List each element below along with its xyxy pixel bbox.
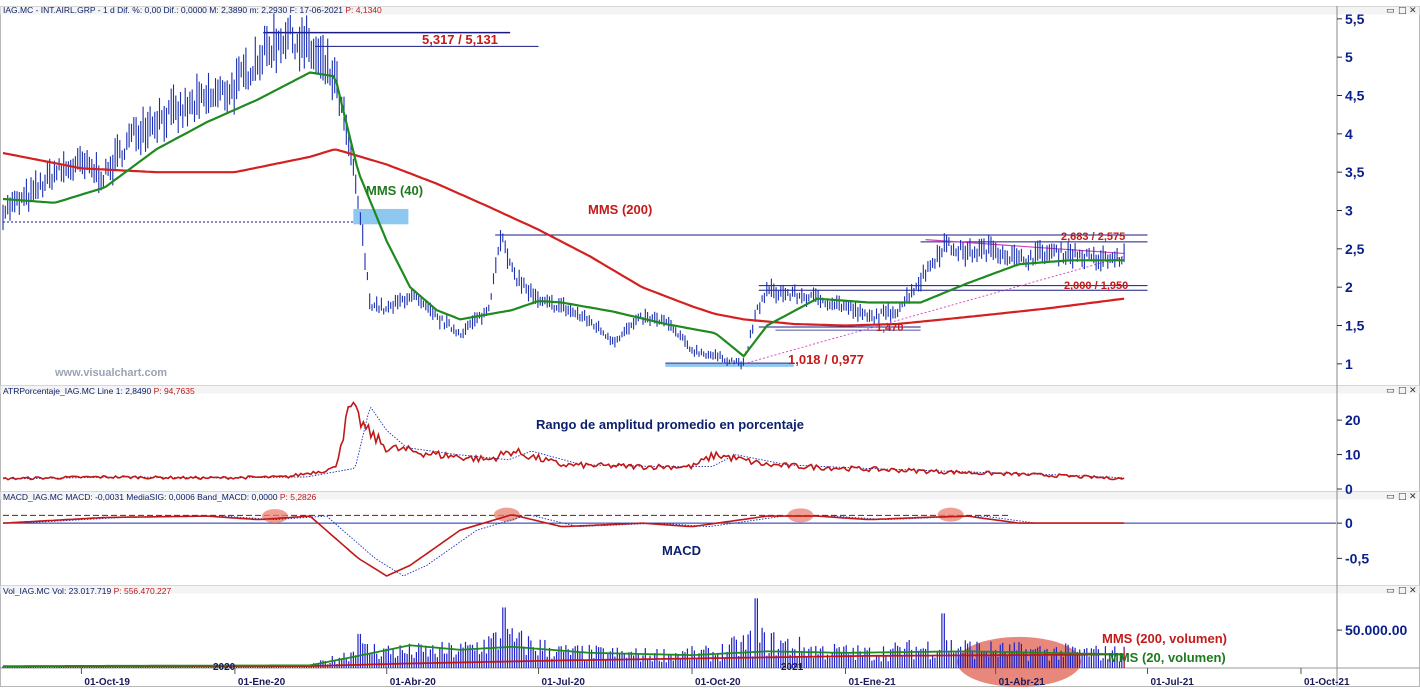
header-part: P: 556.470.227: [111, 586, 171, 596]
minimize-icon[interactable]: ▭: [1386, 386, 1395, 396]
x-tick-label: 01-Ene-21: [849, 677, 897, 688]
watermark: www.visualchart.com: [54, 367, 167, 379]
price-guide-lines: [3, 31, 1148, 365]
header-part: P: 5,2826: [277, 492, 316, 502]
maximize-icon[interactable]: □: [1398, 386, 1407, 396]
y-tick-label: 2: [1345, 279, 1353, 295]
price-bars: [2, 13, 1125, 370]
macd-panel-header: MACD_IAG.MC MACD: -0,0031 MediaSIG: 0,00…: [3, 492, 317, 502]
close-icon[interactable]: ✕: [1409, 386, 1417, 396]
price-highlights: [353, 208, 794, 367]
atr-panel-header: ATRPorcentaje_IAG.MC Line 1: 2,8490 P: 9…: [3, 386, 195, 396]
maximize-icon[interactable]: □: [1398, 6, 1407, 16]
y-tick-label: 0: [1345, 481, 1353, 497]
close-icon[interactable]: ✕: [1409, 6, 1417, 16]
panel-header-bar: [0, 585, 1420, 594]
y-tick-label: -0,5: [1345, 550, 1369, 566]
header-part: P: 4,1340: [343, 5, 382, 15]
panel-header-bar: [0, 6, 1420, 15]
annotation-bottom: 1,018 / 0,977: [788, 352, 864, 367]
atr-window-controls[interactable]: ▭ □ ✕: [1386, 386, 1417, 396]
minimize-icon[interactable]: ▭: [1386, 492, 1395, 502]
close-icon[interactable]: ✕: [1409, 586, 1417, 596]
price-moving-averages: [2, 71, 1125, 358]
triangle-resistance-magenta: [925, 239, 1125, 255]
highlight-gap-zone: [353, 208, 409, 225]
minimize-icon[interactable]: ▭: [1386, 6, 1395, 16]
y-tick-label: 3,5: [1345, 164, 1365, 180]
header-part: MACD_IAG.MC MACD: -0,0031 MediaSIG: 0,00…: [3, 492, 278, 502]
x-tick-label: 01-Jul-21: [1150, 677, 1194, 688]
y-tick-label: 3: [1345, 203, 1353, 219]
annotation-mms200: MMS (200): [588, 202, 652, 217]
header-part: Vol_IAG.MC Vol: 23.017.719: [3, 586, 111, 596]
annotation-vol-mms20: MMS (20, volumen): [1108, 650, 1226, 665]
macd-line: [2, 514, 1125, 577]
y-tick-label: 2,5: [1345, 241, 1365, 257]
annotation-vol-mms200: MMS (200, volumen): [1102, 631, 1227, 646]
vol-mms20-line: [3, 644, 1125, 667]
macd-lines: [2, 507, 1336, 577]
y-tick-label: 1: [1345, 356, 1353, 372]
atr-line: [2, 401, 1125, 481]
x-tick-label: 01-Jul-20: [542, 677, 586, 688]
y-tick-label: 10: [1345, 447, 1361, 463]
triangle-support-dashed: [743, 256, 1125, 365]
panel-header-bar: [0, 491, 1420, 500]
y-tick-label: 20: [1345, 412, 1361, 428]
atr-y-axis: 20 10 0: [1337, 412, 1361, 497]
volume-moving-averages: [3, 644, 1125, 668]
y-tick-label: 5,5: [1345, 11, 1365, 27]
x-tick-label: 01-Oct-20: [695, 677, 741, 688]
year-marker-2021: 2021: [781, 662, 804, 673]
x-tick-label: 01-Oct-19: [84, 677, 130, 688]
y-tick-label: 4: [1345, 126, 1353, 142]
x-tick-label: 01-Oct-21: [1304, 677, 1350, 688]
header-part: IAG.MC - INT.AIRL.GRP - 1 d Dif. %: 0,00…: [3, 5, 343, 15]
maximize-icon[interactable]: □: [1398, 586, 1407, 596]
volume-y-axis: 50.000.00: [1337, 622, 1407, 638]
mms200-line: [2, 148, 1125, 327]
price-y-axis: 5,5 5 4,5 4 3,5 3 2,5 2 1,5 1: [1337, 11, 1365, 372]
annotation-resistance-top: 5,317 / 5,131: [422, 32, 498, 47]
close-icon[interactable]: ✕: [1409, 492, 1417, 502]
year-marker-2020: 2020: [213, 662, 236, 673]
annotation-mms40: MMS (40): [366, 183, 423, 198]
annotation-atr-title: Rango de amplitud promedio en porcentaje: [536, 417, 804, 432]
annotation-low-mid: 1,470: [876, 322, 904, 334]
atr-lines: [2, 401, 1125, 481]
annotation-macd-title: MACD: [662, 543, 701, 558]
x-tick-label: 01-Abr-20: [390, 677, 437, 688]
price-window-controls[interactable]: ▭ □ ✕: [1386, 6, 1417, 16]
y-tick-label: 1,5: [1345, 318, 1365, 334]
volume-window-controls[interactable]: ▭ □ ✕: [1386, 586, 1417, 596]
macd-y-axis: 0 -0,5: [1337, 515, 1369, 566]
annotation-triangle-support: 2,000 / 1,950: [1064, 280, 1128, 292]
x-tick-label: 01-Ene-20: [238, 677, 286, 688]
minimize-icon[interactable]: ▭: [1386, 586, 1395, 596]
y-tick-label: 50.000.00: [1345, 622, 1407, 638]
header-part: ATRPorcentaje_IAG.MC Line 1: 2,8490: [3, 386, 151, 396]
panel-header-bar: [0, 385, 1420, 394]
highlight-bottom-zone: [665, 363, 794, 367]
annotation-triangle-top: 2,683 / 2,575: [1061, 231, 1125, 243]
x-tick-label: 01-Abr-21: [999, 677, 1046, 688]
mms40-line: [2, 71, 1125, 358]
volume-panel-header: Vol_IAG.MC Vol: 23.017.719 P: 556.470.22…: [3, 586, 172, 596]
maximize-icon[interactable]: □: [1398, 492, 1407, 502]
macd-peak-highlight: [937, 507, 964, 522]
y-tick-label: 0: [1345, 515, 1353, 531]
header-part: P: 94,7635: [151, 386, 195, 396]
macd-window-controls[interactable]: ▭ □ ✕: [1386, 492, 1417, 502]
x-axis: 01-Oct-19 01-Ene-20 01-Abr-20 01-Jul-20 01-O…: [80, 668, 1350, 688]
y-tick-label: 4,5: [1345, 88, 1365, 104]
macd-peak-highlight: [261, 509, 288, 524]
price-panel-header: IAG.MC - INT.AIRL.GRP - 1 d Dif. %: 0,00…: [3, 5, 382, 15]
y-tick-label: 5: [1345, 49, 1353, 65]
